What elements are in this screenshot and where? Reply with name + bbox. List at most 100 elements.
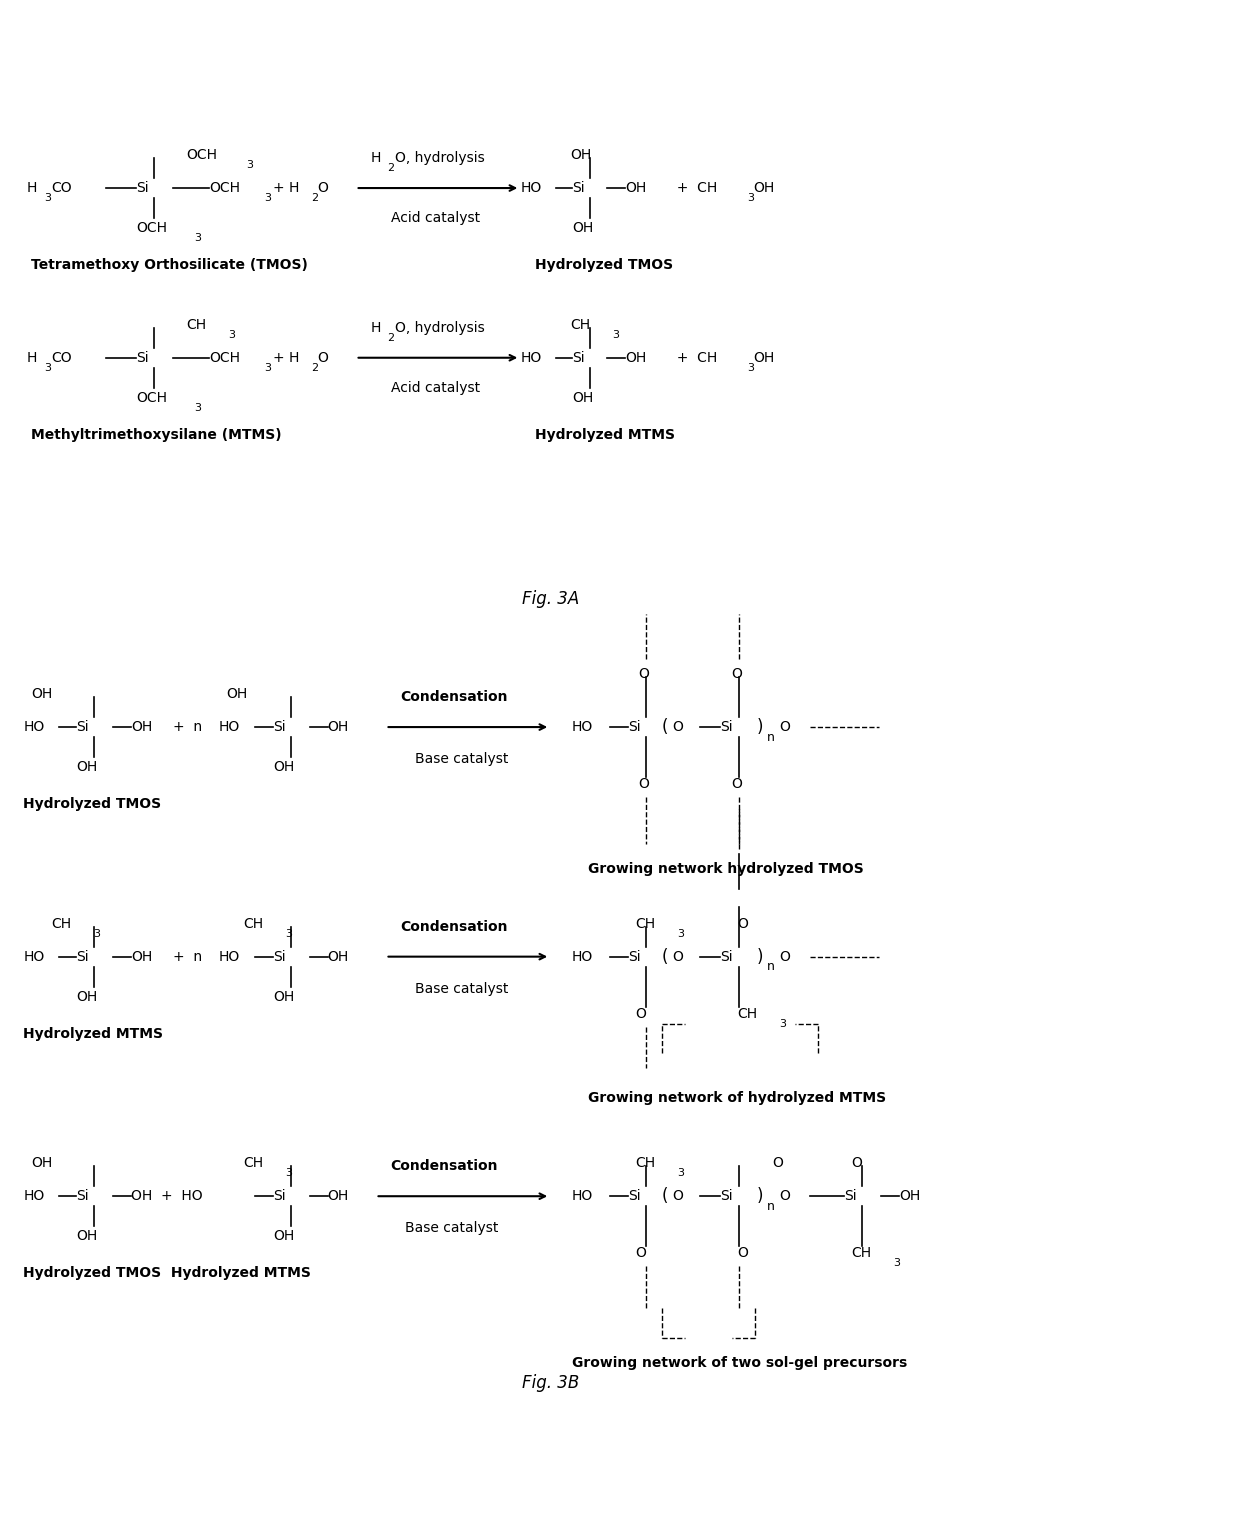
- Text: O: O: [730, 777, 742, 790]
- Text: O: O: [730, 667, 742, 680]
- Text: 2: 2: [311, 362, 317, 373]
- Text: O: O: [672, 720, 683, 734]
- Text: 3: 3: [45, 362, 51, 373]
- Text: Si: Si: [572, 180, 585, 196]
- Text: OH: OH: [76, 760, 98, 774]
- Text: O: O: [738, 917, 749, 931]
- Text: 2: 2: [388, 333, 394, 342]
- Text: 3: 3: [780, 1018, 786, 1029]
- Text: HO: HO: [24, 1190, 45, 1203]
- Text: O: O: [780, 950, 791, 963]
- Text: Si: Si: [273, 720, 285, 734]
- Text: O: O: [317, 350, 329, 365]
- Text: Base catalyst: Base catalyst: [405, 1222, 498, 1235]
- Text: 3: 3: [264, 362, 270, 373]
- Text: Si: Si: [76, 1190, 89, 1203]
- Text: +  CH: + CH: [668, 350, 717, 365]
- Text: OH: OH: [76, 1229, 98, 1243]
- Text: Hydrolyzed MTMS: Hydrolyzed MTMS: [24, 1026, 164, 1041]
- Text: (: (: [662, 719, 668, 735]
- Text: Methyltrimethoxysilane (MTMS): Methyltrimethoxysilane (MTMS): [31, 428, 281, 442]
- Text: 3: 3: [893, 1258, 900, 1268]
- Text: O, hydrolysis: O, hydrolysis: [394, 151, 485, 165]
- Text: OH: OH: [273, 989, 294, 1003]
- Text: CH: CH: [243, 917, 263, 931]
- Text: O: O: [637, 777, 649, 790]
- Text: OH: OH: [625, 350, 646, 365]
- Text: CH: CH: [635, 1156, 655, 1170]
- Text: + H: + H: [273, 350, 299, 365]
- Text: 3: 3: [193, 402, 201, 413]
- Text: HO: HO: [572, 720, 594, 734]
- Text: OH: OH: [31, 687, 52, 702]
- Text: CO: CO: [51, 350, 72, 365]
- Text: Si: Si: [719, 1190, 733, 1203]
- Text: OH: OH: [572, 391, 594, 405]
- Text: 3: 3: [613, 330, 619, 339]
- Text: Si: Si: [627, 1190, 641, 1203]
- Text: O: O: [780, 1190, 791, 1203]
- Text: OH: OH: [327, 1190, 348, 1203]
- Text: OH  +  HO: OH + HO: [131, 1190, 202, 1203]
- Text: OH: OH: [131, 720, 153, 734]
- Text: Hydrolyzed TMOS  Hydrolyzed MTMS: Hydrolyzed TMOS Hydrolyzed MTMS: [24, 1266, 311, 1280]
- Text: Acid catalyst: Acid catalyst: [391, 211, 480, 225]
- Text: 3: 3: [228, 330, 234, 339]
- Text: +  n: + n: [174, 950, 202, 963]
- Text: HO: HO: [572, 950, 594, 963]
- Text: OCH: OCH: [186, 148, 217, 162]
- Text: 3: 3: [677, 928, 684, 939]
- Text: ): ): [756, 1187, 763, 1205]
- Text: Base catalyst: Base catalyst: [415, 982, 508, 995]
- Text: Si: Si: [76, 720, 89, 734]
- Text: ): ): [756, 948, 763, 966]
- Text: 2: 2: [311, 193, 317, 203]
- Text: CH: CH: [243, 1156, 263, 1170]
- Text: Growing network of hydrolyzed MTMS: Growing network of hydrolyzed MTMS: [588, 1092, 887, 1105]
- Text: 3: 3: [285, 928, 291, 939]
- Text: ): ): [756, 719, 763, 735]
- Text: Si: Si: [719, 950, 733, 963]
- Text: H: H: [26, 350, 37, 365]
- Text: OCH: OCH: [136, 391, 167, 405]
- Text: HO: HO: [219, 720, 241, 734]
- Text: OCH: OCH: [208, 180, 239, 196]
- Text: Tetramethoxy Orthosilicate (TMOS): Tetramethoxy Orthosilicate (TMOS): [31, 258, 309, 272]
- Text: 3: 3: [45, 193, 51, 203]
- Text: O: O: [317, 180, 329, 196]
- Text: O: O: [780, 720, 791, 734]
- Text: CH: CH: [852, 1246, 872, 1260]
- Text: n: n: [766, 1200, 775, 1212]
- Text: Fig. 3B: Fig. 3B: [522, 1375, 579, 1391]
- Text: HO: HO: [24, 950, 45, 963]
- Text: OCH: OCH: [136, 222, 167, 235]
- Text: Growing network of two sol-gel precursors: Growing network of two sol-gel precursor…: [572, 1356, 908, 1370]
- Text: (: (: [662, 948, 668, 966]
- Text: Base catalyst: Base catalyst: [415, 752, 508, 766]
- Text: n: n: [766, 960, 775, 972]
- Text: 3: 3: [285, 1168, 291, 1179]
- Text: CH: CH: [570, 318, 590, 332]
- Text: Fig. 3A: Fig. 3A: [522, 590, 579, 609]
- Text: Growing network hydrolyzed TMOS: Growing network hydrolyzed TMOS: [588, 862, 864, 876]
- Text: 3: 3: [246, 161, 253, 170]
- Text: Si: Si: [627, 950, 641, 963]
- Text: Condensation: Condensation: [401, 690, 508, 705]
- Text: Si: Si: [273, 1190, 285, 1203]
- Text: CH: CH: [635, 917, 655, 931]
- Text: OH: OH: [625, 180, 646, 196]
- Text: Si: Si: [76, 950, 89, 963]
- Text: 3: 3: [93, 928, 100, 939]
- Text: O: O: [773, 1156, 784, 1170]
- Text: + H: + H: [273, 180, 299, 196]
- Text: HO: HO: [521, 180, 542, 196]
- Text: O: O: [738, 1246, 749, 1260]
- Text: O: O: [635, 1246, 646, 1260]
- Text: HO: HO: [521, 350, 542, 365]
- Text: OH: OH: [327, 720, 348, 734]
- Text: Condensation: Condensation: [391, 1159, 498, 1173]
- Text: Si: Si: [627, 720, 641, 734]
- Text: OH: OH: [754, 180, 775, 196]
- Text: CH: CH: [738, 1006, 758, 1020]
- Text: 3: 3: [746, 362, 754, 373]
